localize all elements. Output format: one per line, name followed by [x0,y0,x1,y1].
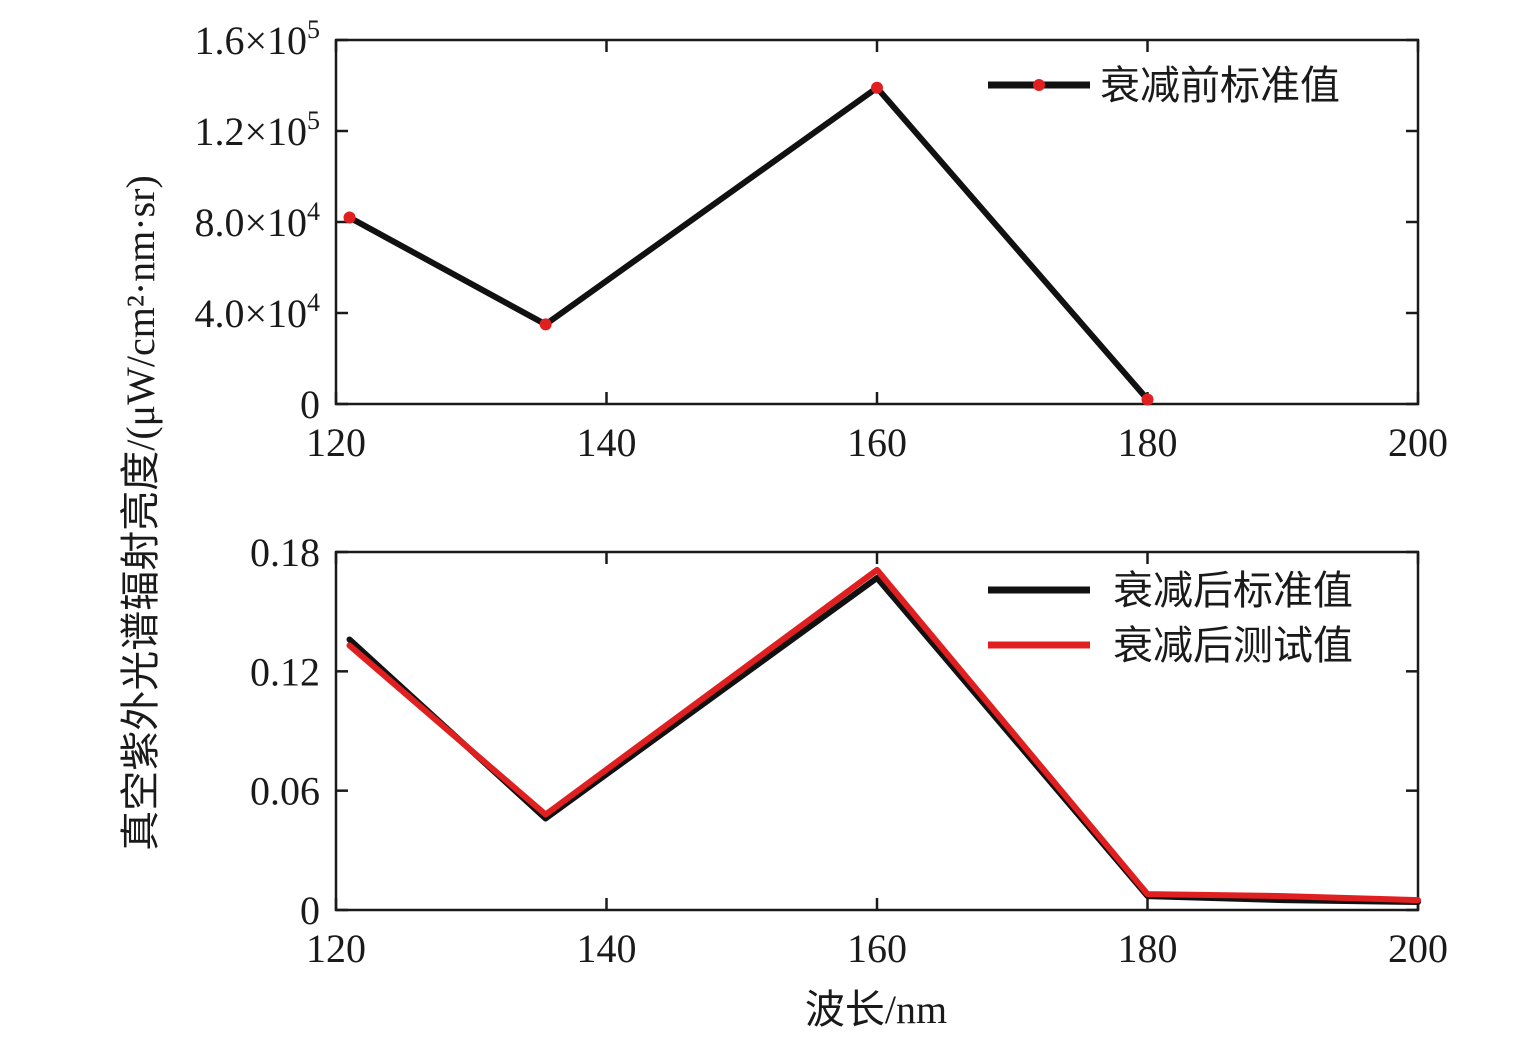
x-tick-label: 120 [306,420,366,465]
x-tick-label: 140 [577,420,637,465]
y-tick-label: 4.0×104 [194,288,320,336]
data-point [539,318,552,331]
legend-marker [1033,79,1045,91]
chart-panel-top: 120 140 160 180 200 0 4.0×104 8.0×104 1.2×105 1.6… [194,15,1448,465]
y-tick-label: 1.2×105 [194,106,320,154]
legend-label: 衰减后标准值 [1113,568,1353,613]
x-tick-label: 140 [577,926,637,971]
series-line-1-1 [346,566,1421,904]
series-line-0-0 [346,84,1151,403]
y-tick-label: 0.18 [250,530,320,575]
x-tick-label: 160 [847,420,907,465]
x-tick-label: 180 [1118,926,1178,971]
y-tick-label: 1.6×105 [194,15,320,63]
legend-label: 衰减后测试值 [1113,623,1353,668]
data-point [343,211,356,224]
y-tick-label: 0 [300,888,320,933]
legend-label: 衰减前标准值 [1100,63,1340,108]
x-tick-label: 200 [1388,420,1448,465]
data-point [871,81,883,94]
x-tick-label: 160 [847,926,907,971]
x-tick-label: 180 [1118,420,1178,465]
x-axis-title: 波长/nm [805,987,947,1032]
y-tick-label: 8.0×104 [194,197,320,245]
x-tick-label: 120 [306,926,366,971]
y-tick-label: 0.12 [250,649,320,694]
y-tick-label: 0.06 [250,769,320,814]
data-point [1141,393,1154,406]
y-axis-title: 真空紫外光谱辐射亮度/(μW/cm²·nm·sr) [118,175,163,851]
x-tick-label: 200 [1388,926,1448,971]
y-tick-label: 0 [300,382,320,427]
